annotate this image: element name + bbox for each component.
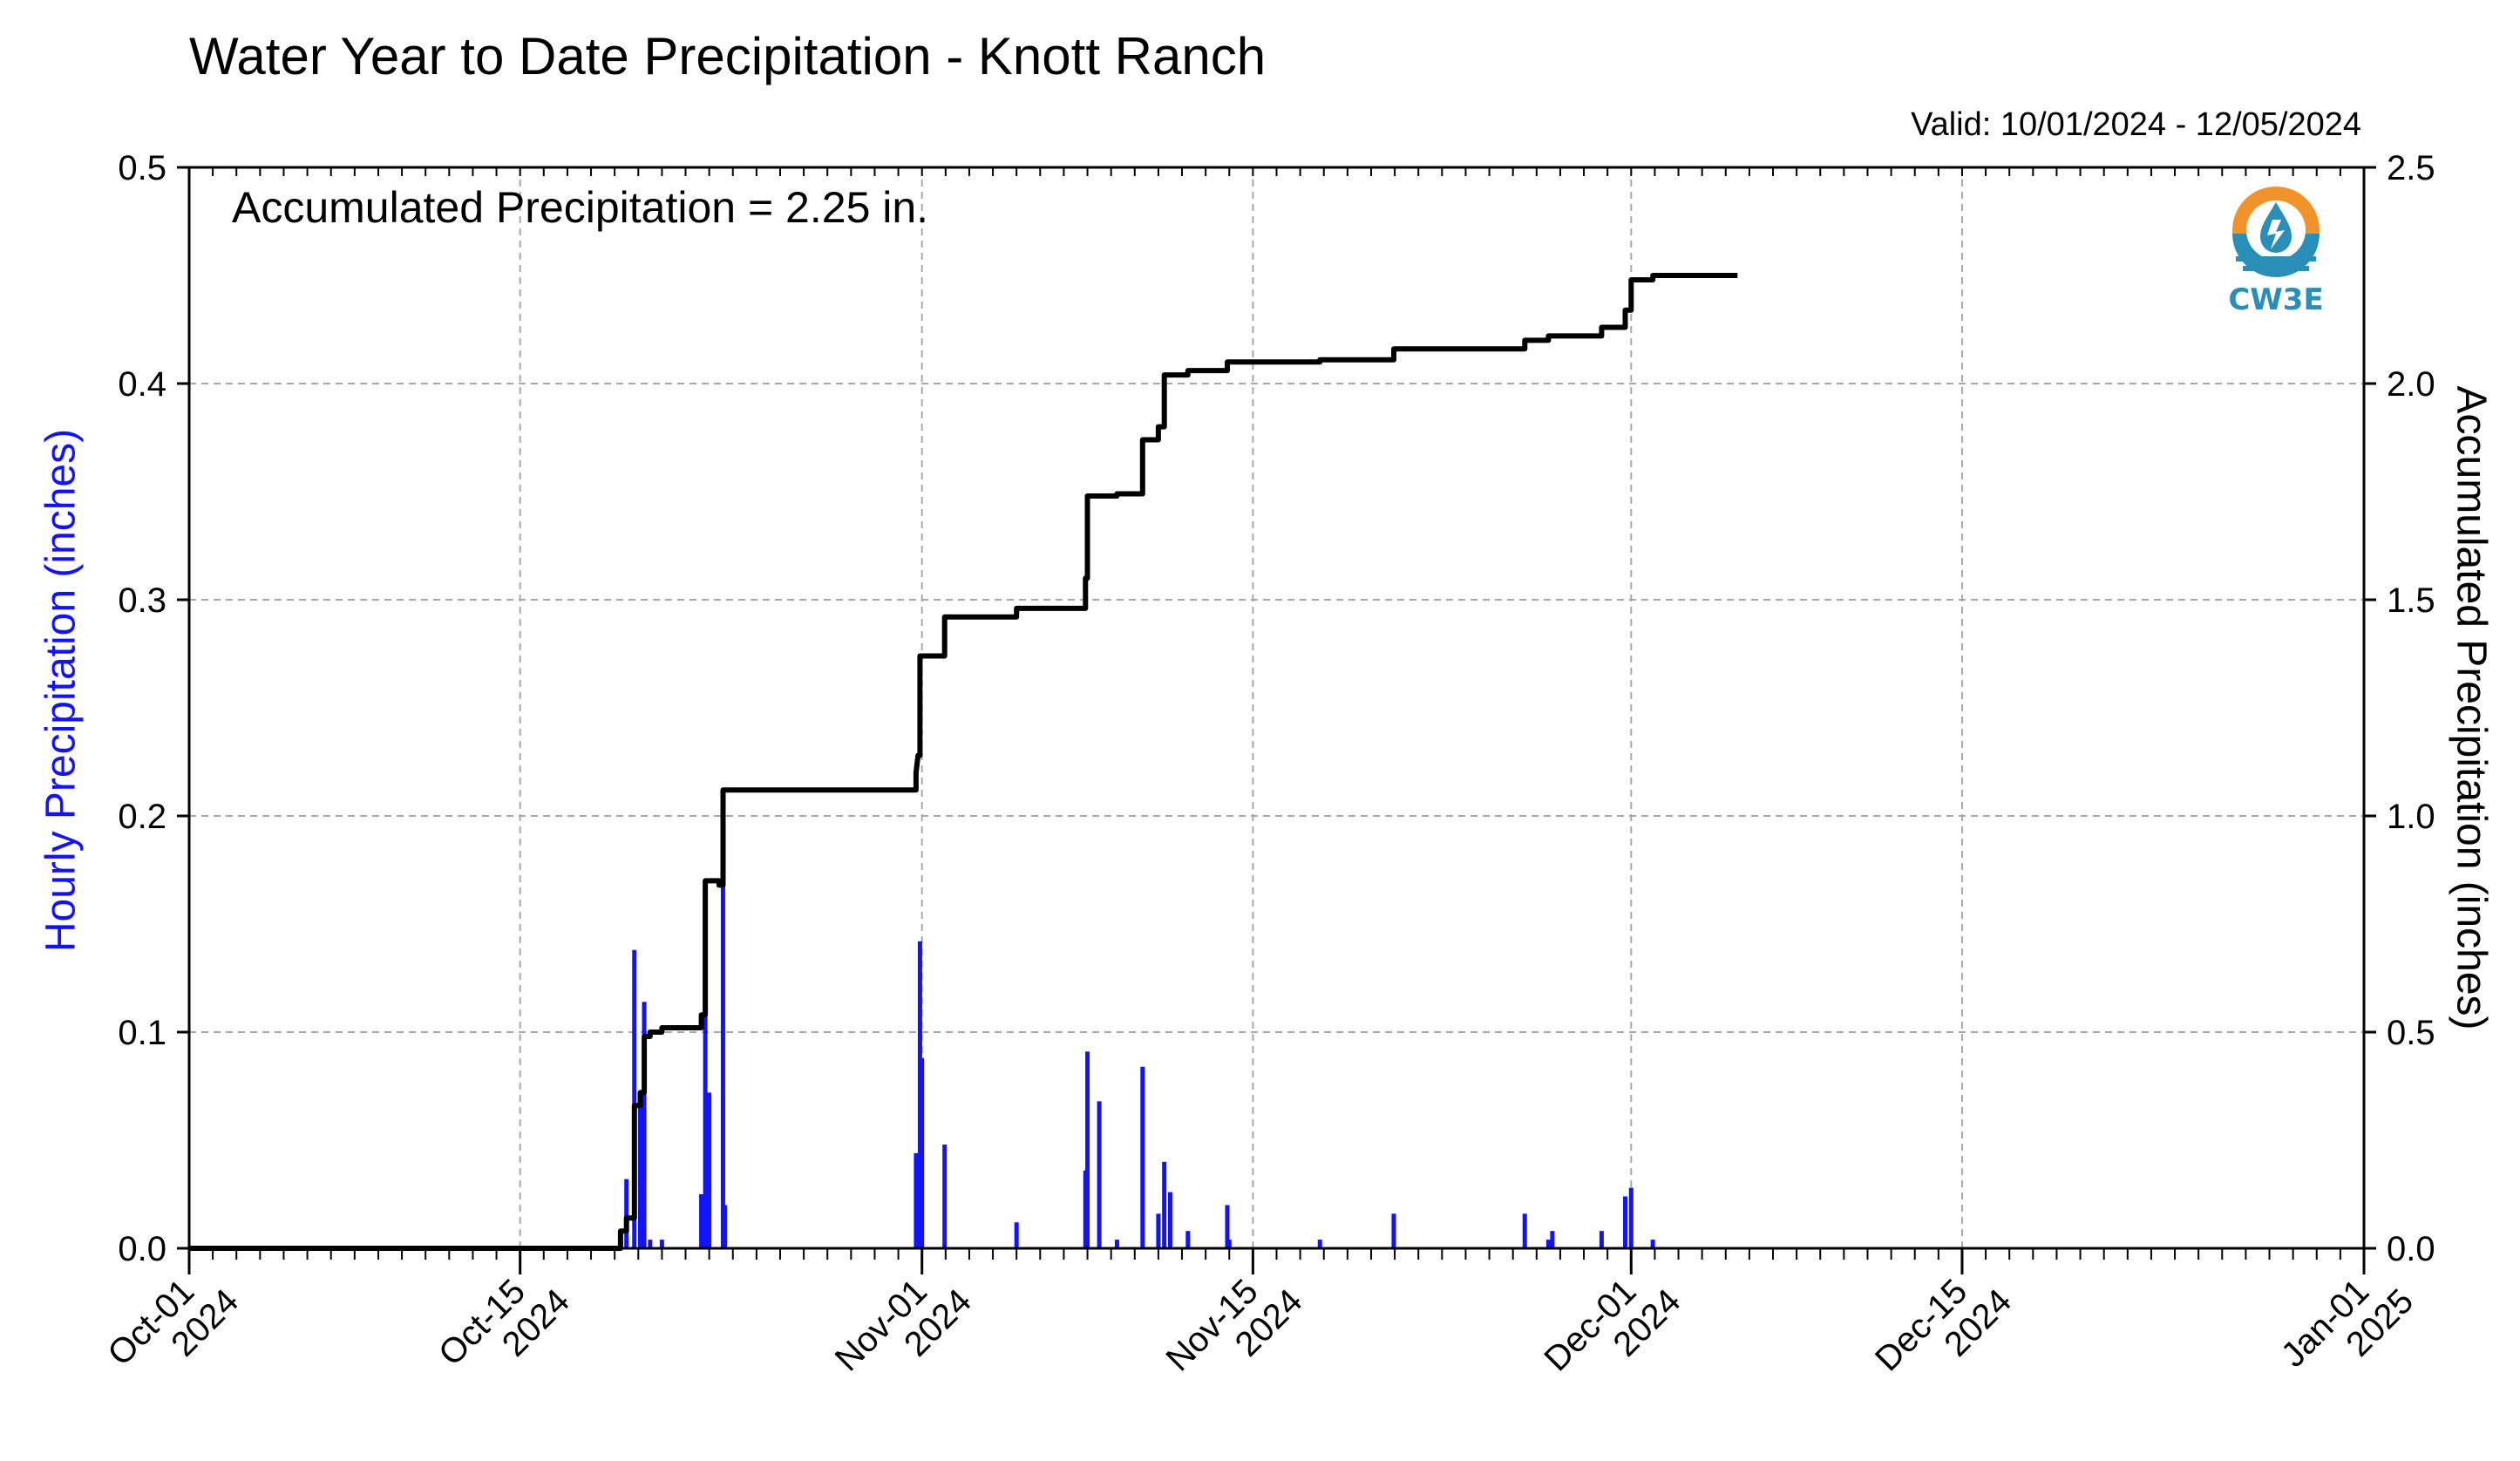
precip-bar xyxy=(1599,1231,1604,1248)
precip-bar xyxy=(1156,1213,1161,1248)
y-right-tick-label: 0.5 xyxy=(2387,1014,2435,1052)
precip-bar xyxy=(659,1240,664,1248)
precip-bar xyxy=(720,880,725,1248)
y-right-tick-label: 0.0 xyxy=(2387,1230,2435,1268)
precip-bar xyxy=(1391,1213,1396,1248)
precip-bar xyxy=(632,949,637,1248)
precip-bar xyxy=(648,1240,653,1248)
precip-bar xyxy=(1628,1187,1634,1248)
x-tick-label: Jan-012025 xyxy=(2274,1254,2422,1402)
precip-bar xyxy=(1114,1240,1119,1248)
precip-bar xyxy=(920,1057,925,1248)
precip-bar xyxy=(642,1002,647,1248)
y-left-tick-label: 0.4 xyxy=(118,365,166,404)
y-left-tick-label: 0.3 xyxy=(118,581,166,620)
valid-date-range: Valid: 10/01/2024 - 12/05/2024 xyxy=(1911,106,2361,143)
precip-bar xyxy=(1167,1192,1172,1248)
precip-bar xyxy=(638,1097,643,1248)
x-tick-label: Oct-152024 xyxy=(431,1254,577,1400)
precip-bar xyxy=(699,1194,704,1248)
accumulated-annotation: Accumulated Precipitation = 2.25 in. xyxy=(232,183,929,232)
precip-bar xyxy=(1550,1231,1555,1248)
precip-bar xyxy=(1097,1101,1102,1248)
precip-bar xyxy=(1140,1066,1145,1248)
cw3e-logo-text: CW3E xyxy=(2228,282,2324,317)
plot-frame xyxy=(187,166,2366,1250)
precip-bar xyxy=(1085,1051,1090,1248)
y-right-tick-label: 1.0 xyxy=(2387,798,2435,836)
axes: 0.0 0.0 0.1 0.5 0.2 1.0 0.3 1.5 0.4 2.0 0.5 2.5 Oct-… xyxy=(100,149,2435,1405)
chart-title: Water Year to Date Precipitation - Knott… xyxy=(189,27,1267,85)
hourly-precip-bars xyxy=(618,880,1655,1248)
precip-bar xyxy=(723,1205,728,1248)
precip-bar xyxy=(1185,1231,1191,1248)
precip-bar xyxy=(1650,1240,1655,1248)
precip-bar xyxy=(1545,1240,1551,1248)
precip-bar xyxy=(1162,1161,1167,1248)
precip-bar xyxy=(1623,1196,1628,1248)
y-right-tick-label: 2.5 xyxy=(2387,149,2435,187)
x-tick-label: Dec-012024 xyxy=(1537,1254,1688,1405)
x-tick-label: Oct-012024 xyxy=(100,1254,246,1400)
x-tick-label: Dec-152024 xyxy=(1868,1254,2019,1405)
precip-bar xyxy=(1226,1240,1232,1248)
precip-bar xyxy=(1522,1213,1527,1248)
y-right-tick-label: 1.5 xyxy=(2387,581,2435,620)
x-tick-label: Nov-152024 xyxy=(1158,1254,1309,1405)
precip-bar xyxy=(1225,1205,1230,1248)
precip-bar xyxy=(707,1092,712,1248)
x-tick-label: Nov-012024 xyxy=(828,1254,979,1405)
precip-bar xyxy=(1317,1240,1322,1248)
gridlines xyxy=(189,167,2364,1248)
y-left-tick-label: 0.1 xyxy=(118,1014,166,1052)
cw3e-water-drop-logo-icon xyxy=(2232,187,2320,277)
y-axis-right-label: Accumulated Precipitation (inches) xyxy=(2448,385,2495,1030)
precip-bar xyxy=(942,1144,948,1248)
accumulated-precip-line xyxy=(189,273,1738,1251)
precip-bar xyxy=(1014,1222,1019,1248)
y-left-tick-label: 0.2 xyxy=(118,798,166,836)
cw3e-logo: CW3E xyxy=(2224,180,2328,319)
y-left-tick-label: 0.0 xyxy=(118,1230,166,1268)
precip-bar xyxy=(703,880,708,1248)
y-axis-left-label: Hourly Precipitation (inches) xyxy=(37,428,85,953)
precip-bar xyxy=(914,1152,919,1248)
y-right-tick-label: 2.0 xyxy=(2387,365,2435,404)
y-left-tick-label: 0.5 xyxy=(118,149,166,187)
precip-bar xyxy=(624,1179,629,1248)
